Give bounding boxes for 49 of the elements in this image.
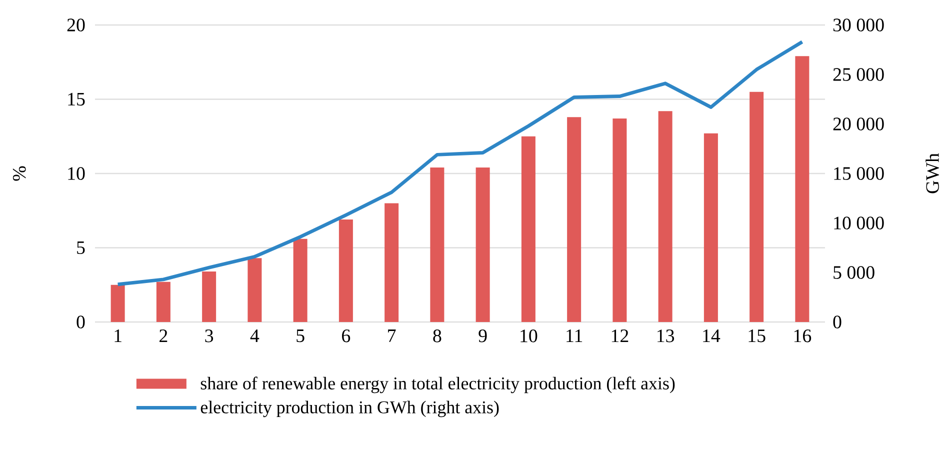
- x-tick-label: 2: [160, 330, 168, 342]
- legend-label: electricity production in GWh (right axis): [200, 400, 499, 418]
- bar: [293, 238, 308, 322]
- bar: [658, 111, 672, 322]
- x-tick-label: 7: [388, 330, 396, 342]
- bar: [750, 92, 764, 322]
- y-tick-label: 5: [77, 241, 85, 254]
- bar: [156, 282, 170, 322]
- bar: [567, 117, 582, 322]
- x-tick-label: 11: [566, 330, 582, 342]
- y-tick-label: 10: [68, 167, 85, 180]
- x-tick-label: 13: [658, 330, 674, 342]
- y2-tick-label: 25 000: [833, 68, 884, 81]
- x-tick-label: 3: [205, 330, 214, 342]
- y-tick-label: 20: [67, 18, 85, 32]
- legend-label: share of renewable energy in total electricity production (left axis): [200, 376, 675, 394]
- bar: [338, 220, 353, 322]
- x-tick-label: 5: [296, 330, 304, 342]
- y2-tick-label: 30 000: [833, 18, 884, 32]
- bar: [110, 284, 125, 322]
- bar: [795, 56, 810, 322]
- y2-tick-label: 15 000: [834, 167, 884, 180]
- y-tick-label: 15: [68, 92, 85, 106]
- x-tick-label: 15: [748, 330, 766, 342]
- y2-tick-label: 5 000: [834, 266, 874, 279]
- bar: [202, 272, 216, 322]
- y2-tick-label: 10 000: [834, 216, 884, 230]
- x-tick-label: 8: [433, 330, 442, 342]
- x-tick-label: 4: [250, 330, 260, 342]
- x-tick-label: 10: [520, 330, 538, 342]
- x-tick-label: 6: [342, 330, 350, 342]
- line-series: [116, 40, 804, 286]
- x-tick-label: 1: [114, 330, 122, 342]
- x-tick-label: 16: [794, 330, 812, 342]
- y-tick-label: 0: [76, 316, 85, 328]
- bar: [248, 258, 262, 322]
- bar: [476, 168, 490, 322]
- bar: [430, 168, 444, 322]
- bar: [384, 203, 399, 322]
- bar: [612, 118, 627, 322]
- y2-axis-title: GWh: [926, 153, 940, 194]
- bar: [704, 133, 718, 322]
- y-axis-title: %: [12, 166, 26, 181]
- y2-tick-label: 0: [833, 316, 842, 328]
- bar: [521, 136, 536, 322]
- x-tick-label: 9: [478, 330, 487, 342]
- y2-tick-label: 20 000: [833, 118, 884, 130]
- x-tick-label: 12: [612, 330, 628, 342]
- x-tick-label: 14: [703, 330, 720, 342]
